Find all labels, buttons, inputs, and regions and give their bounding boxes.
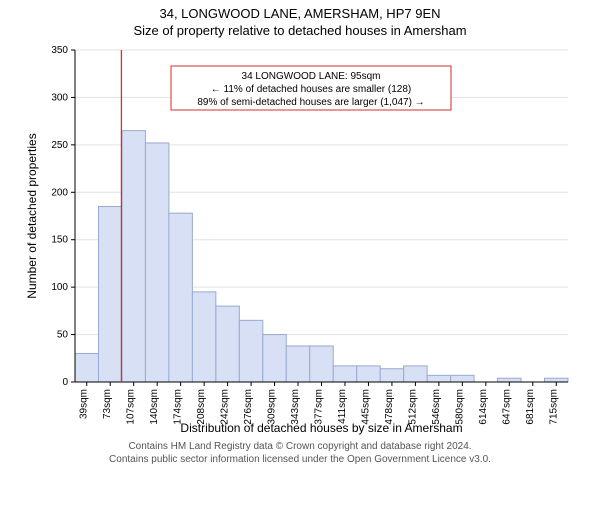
x-axis-label: Distribution of detached houses by size …: [180, 421, 462, 435]
histogram-bar: [357, 366, 380, 382]
svg-text:242sqm: 242sqm: [220, 389, 231, 425]
svg-text:377sqm: 377sqm: [314, 389, 325, 425]
histogram-bar: [169, 213, 192, 382]
histogram-bar: [333, 366, 356, 382]
histogram-chart: 0 50 100 150 200 250 300 350 39sqm 73sqm 107sqm 140…: [20, 40, 580, 436]
page-subtitle: Size of property relative to detached ho…: [0, 23, 600, 38]
histogram-bar: [380, 369, 403, 382]
histogram-bar: [239, 320, 262, 382]
svg-text:50: 50: [57, 330, 69, 341]
svg-text:411sqm: 411sqm: [337, 389, 348, 424]
svg-text:681sqm: 681sqm: [525, 389, 536, 425]
histogram-bar: [263, 335, 286, 382]
svg-text:309sqm: 309sqm: [267, 389, 278, 425]
svg-text:208sqm: 208sqm: [196, 389, 207, 425]
svg-text:580sqm: 580sqm: [454, 389, 465, 425]
page-title: 34, LONGWOOD LANE, AMERSHAM, HP7 9EN: [0, 6, 600, 21]
svg-text:715sqm: 715sqm: [548, 389, 559, 425]
histogram-bar: [451, 375, 474, 382]
annotation-line1: 34 LONGWOOD LANE: 95sqm: [242, 71, 381, 82]
svg-text:174sqm: 174sqm: [173, 389, 184, 425]
histogram-bar: [427, 375, 450, 382]
histogram-bar: [404, 366, 427, 382]
svg-text:343sqm: 343sqm: [290, 389, 301, 425]
svg-text:100: 100: [51, 282, 68, 293]
y-axis-label: Number of detached properties: [25, 133, 39, 298]
svg-text:276sqm: 276sqm: [243, 389, 254, 425]
svg-text:614sqm: 614sqm: [478, 389, 489, 425]
svg-text:73sqm: 73sqm: [102, 389, 113, 419]
svg-text:0: 0: [62, 377, 68, 388]
footer-text: Contains HM Land Registry data © Crown c…: [0, 440, 600, 466]
histogram-bar: [286, 346, 309, 382]
histogram-bar: [145, 143, 168, 382]
svg-text:140sqm: 140sqm: [149, 389, 160, 425]
histogram-bar: [498, 378, 521, 382]
svg-text:478sqm: 478sqm: [384, 389, 395, 425]
svg-text:300: 300: [51, 92, 68, 103]
svg-text:39sqm: 39sqm: [79, 389, 90, 419]
annotation-line2: ← 11% of detached houses are smaller (12…: [211, 84, 411, 95]
histogram-bar: [545, 378, 568, 382]
svg-text:546sqm: 546sqm: [431, 389, 442, 425]
histogram-bar: [98, 207, 121, 382]
svg-text:647sqm: 647sqm: [501, 389, 512, 425]
histogram-bar: [192, 292, 215, 382]
svg-text:445sqm: 445sqm: [360, 389, 371, 425]
svg-text:150: 150: [51, 235, 68, 246]
svg-text:512sqm: 512sqm: [407, 389, 418, 425]
histogram-bar: [75, 354, 98, 382]
svg-text:350: 350: [51, 45, 68, 56]
histogram-bar: [122, 131, 145, 382]
svg-text:107sqm: 107sqm: [126, 389, 137, 425]
histogram-bar: [310, 346, 333, 382]
annotation-line3: 89% of semi-detached houses are larger (…: [197, 97, 424, 108]
svg-text:250: 250: [51, 140, 68, 151]
svg-text:200: 200: [51, 187, 68, 198]
histogram-bar: [216, 306, 239, 382]
